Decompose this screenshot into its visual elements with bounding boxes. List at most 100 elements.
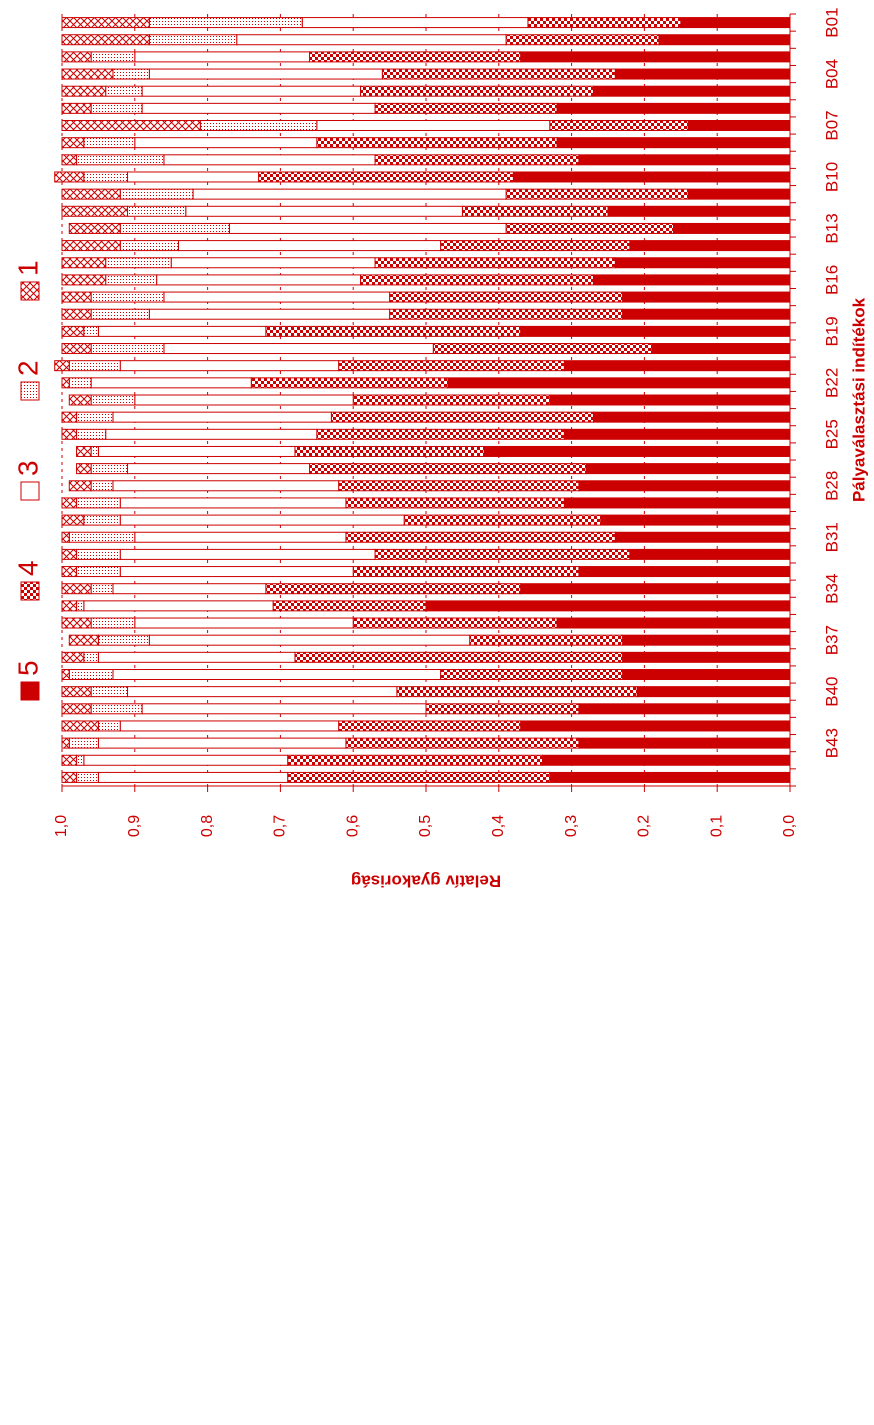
bar-segment-B05-series-4 [359,85,594,97]
bar-segment-B09-series-1 [61,154,78,166]
bar-segment-B14-series-3 [177,240,442,252]
bar-segment-B02-series-2 [148,34,238,46]
bar-segment-B08-series-2 [83,137,136,149]
bar-segment-B04-series-1 [61,68,114,80]
bar-segment-B27-series-3 [127,463,311,475]
bar-segment-B40-series-2 [90,686,129,698]
category-tick-label: B37 [822,625,841,655]
bar-segment-B33-series-5 [578,566,791,578]
bar-segment-B28-series-5 [578,480,791,492]
bar-segment-B17-series-5 [622,291,791,303]
bar-B33 [61,566,791,578]
bar-segment-B31-series-1 [61,531,70,543]
bar-segment-B03-series-1 [61,51,92,63]
bar-segment-B42-series-1 [61,720,99,732]
bar-segment-B01-series-4 [527,17,682,29]
bar-segment-B36-series-1 [61,617,92,629]
legend-label-2: 2 [12,360,43,376]
bar-segment-B37-series-2 [97,634,150,646]
bar-segment-B06-series-4 [374,102,558,114]
bar-segment-B30-series-5 [600,514,791,526]
bar-segment-B31-series-3 [134,531,347,543]
bar-segment-B18-series-4 [389,308,624,320]
bar-segment-B44-series-4 [287,754,543,766]
bar-segment-B22-series-4 [250,377,449,389]
value-tick-label: 0,1 [708,815,725,837]
bar-B14 [61,240,791,252]
bar-segment-B41-series-4 [425,703,580,715]
category-tick-label: B04 [822,59,841,89]
bar-B17 [61,291,791,303]
bar-segment-B06-series-5 [556,102,791,114]
bar-segment-B02-series-5 [658,34,791,46]
bar-B43 [61,737,791,749]
category-tick-label: B22 [822,368,841,398]
bar-segment-B29-series-5 [563,497,791,509]
bar-segment-B21-series-5 [563,360,791,372]
bar-B12 [61,205,791,217]
value-tick-label: 0,8 [199,815,216,837]
legend-label-1: 1 [12,260,43,276]
bar-segment-B33-series-2 [76,566,121,578]
bar-B22 [61,377,791,389]
bar-segment-B40-series-3 [127,686,398,698]
bar-segment-B17-series-4 [389,291,624,303]
bar-segment-B39-series-2 [68,668,114,680]
bar-segment-B10-series-3 [127,171,260,183]
bar-segment-B29-series-1 [61,497,78,509]
bar-segment-B42-series-2 [97,720,121,732]
bar-segment-B20-series-4 [432,343,653,355]
bar-segment-B20-series-5 [651,343,791,355]
bar-segment-B39-series-3 [112,668,442,680]
bar-segment-B45-series-5 [549,771,791,783]
bar-segment-B13-series-1 [68,222,121,234]
bar-segment-B16-series-3 [156,274,361,286]
bar-segment-B14-series-4 [440,240,631,252]
bar-segment-B36-series-3 [134,617,354,629]
bar-B03 [61,51,791,63]
category-axis-title: Pályaválasztási indítékok [849,297,868,502]
bar-segment-B11-series-4 [505,188,689,200]
value-tick-label: 0,7 [272,815,289,837]
category-tick-label: B13 [822,213,841,243]
bar-segment-B01-series-5 [680,17,791,29]
bar-B18 [61,308,791,320]
bar-segment-B45-series-2 [76,771,99,783]
bar-segment-B41-series-2 [90,703,143,715]
bar-segment-B19-series-4 [265,325,522,337]
bar-segment-B35-series-2 [76,600,85,612]
value-tick-label: 0,0 [781,815,798,837]
bar-segment-B07-series-1 [61,120,201,132]
bar-B05 [61,85,791,97]
bar-B10 [54,171,791,183]
bar-segment-B30-series-3 [119,514,405,526]
bar-B11 [61,188,791,200]
bar-B21 [54,360,791,372]
bar-segment-B18-series-2 [90,308,150,320]
bar-B16 [61,274,791,286]
bar-segment-B07-series-5 [687,120,791,132]
bar-segment-B35-series-3 [83,600,274,612]
bar-segment-B28-series-2 [90,480,114,492]
bar-segment-B44-series-2 [76,754,85,766]
legend-swatch-3 [20,481,40,501]
bar-segment-B31-series-5 [614,531,791,543]
bar-segment-B27-series-1 [76,463,92,475]
bar-segment-B19-series-5 [520,325,791,337]
bar-segment-B17-series-1 [61,291,92,303]
bar-B19 [61,325,791,337]
bar-segment-B14-series-5 [629,240,791,252]
bar-segment-B40-series-4 [396,686,638,698]
bar-B30 [61,514,791,526]
bar-B40 [61,686,791,698]
bar-B23 [68,394,791,406]
bar-segment-B26-series-3 [97,445,296,457]
bar-segment-B24-series-3 [112,411,332,423]
bar-segment-B29-series-2 [76,497,121,509]
bar-segment-B12-series-1 [61,205,129,217]
bar-segment-B28-series-3 [112,480,340,492]
bar-segment-B38-series-3 [97,651,296,663]
bar-B20 [61,343,791,355]
bar-segment-B43-series-2 [68,737,99,749]
